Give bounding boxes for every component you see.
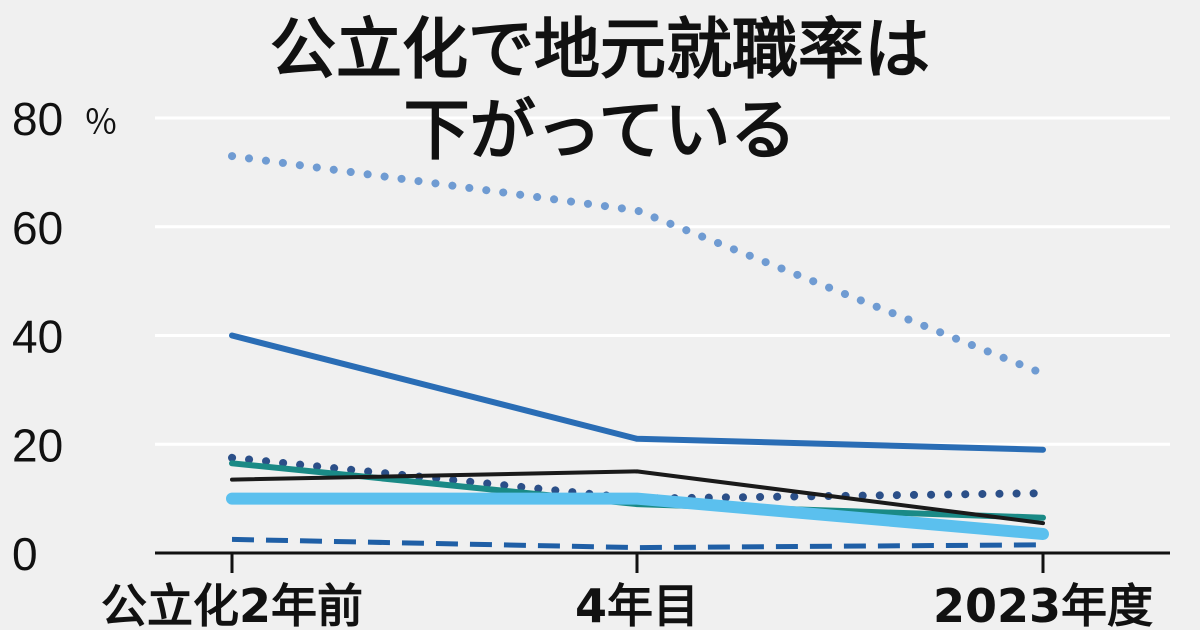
tick-labels: 0 20 40 60 80 公立化2年前 4年目 2023年度 (12, 93, 1153, 630)
series-line-2 (229, 332, 1046, 453)
y-tick-label: 40 (12, 311, 63, 363)
y-tick-label: 80 (12, 93, 63, 145)
series-lines (226, 152, 1049, 551)
chart-title-line-2: 下がっている (404, 92, 797, 169)
chart-title-line-1: 公立化で地元就職率は (270, 11, 930, 88)
series-line-1 (228, 152, 1047, 378)
y-unit-label: ％ (84, 103, 118, 143)
y-tick-label: 60 (12, 202, 63, 254)
x-tick-label: 4年目 (575, 579, 699, 630)
series-line-6 (226, 492, 1049, 540)
series-line-7 (231, 536, 1044, 551)
gridlines (155, 116, 1170, 446)
x-tick-label: 公立化2年前 (101, 579, 363, 630)
series-line-5 (230, 469, 1045, 526)
x-tick-label: 2023年度 (933, 579, 1153, 630)
y-tick-label: 0 (12, 528, 38, 580)
y-tick-label: 20 (12, 419, 63, 471)
